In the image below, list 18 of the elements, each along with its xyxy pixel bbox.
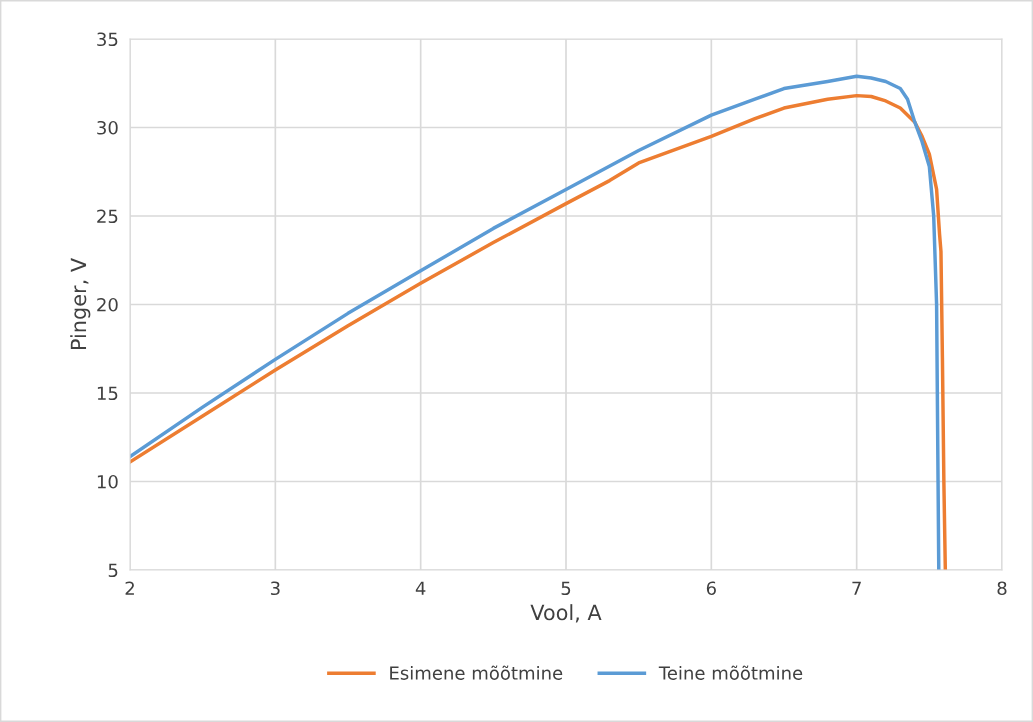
x-tick-label: 4 <box>415 581 426 595</box>
legend-label: Esimene mõõtmine <box>390 665 563 680</box>
x-tick-label: 6 <box>706 581 716 596</box>
x-tick-label: 7 <box>852 581 861 595</box>
y-tick-label: 10 <box>97 474 118 489</box>
y-tick-label: 30 <box>97 120 118 135</box>
y-tick-label: 35 <box>97 32 118 47</box>
y-tick-label: 5 <box>108 563 118 578</box>
x-tick-label: 8 <box>997 581 1007 596</box>
y-tick-label: 15 <box>97 386 118 401</box>
y-tick-label: 25 <box>97 209 118 224</box>
x-tick-label: 5 <box>561 581 571 596</box>
y-tick-label: 20 <box>97 297 118 312</box>
x-tick-label: 2 <box>125 581 134 595</box>
x-axis-title: Vool, A <box>530 604 602 623</box>
y-axis-title: Pinger, V <box>70 258 91 350</box>
x-tick-label: 3 <box>270 581 280 596</box>
legend-label: Teine mõõtmine <box>658 665 803 680</box>
